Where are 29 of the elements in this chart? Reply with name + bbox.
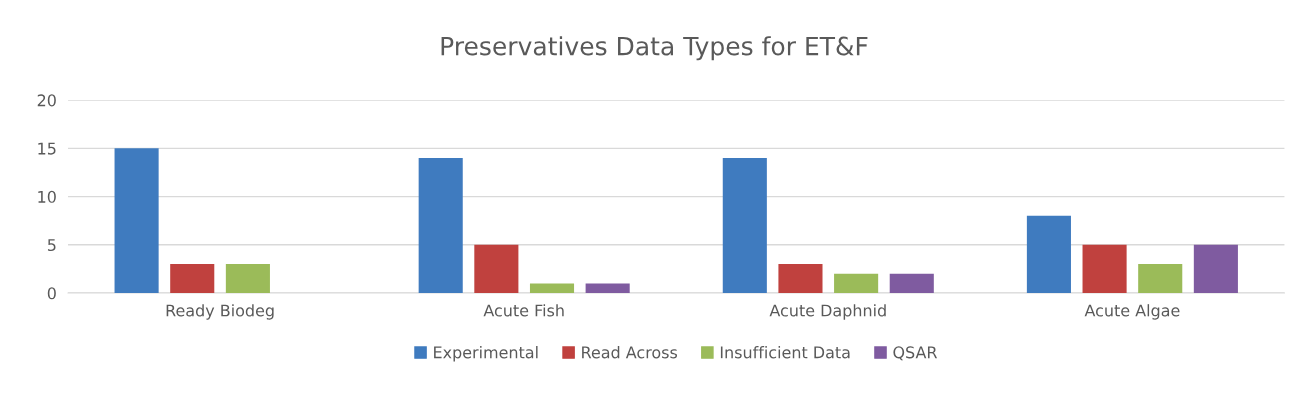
- y-tick-label: 10: [38, 190, 56, 203]
- x-tick-label: Ready Biodeg: [166, 304, 274, 320]
- bar: [474, 244, 519, 294]
- legend-label: Read Across: [582, 346, 678, 359]
- bar: [114, 148, 159, 294]
- y-tick-label: 0: [47, 287, 56, 300]
- x-tick-label: Acute Algae: [1084, 304, 1180, 320]
- legend-label: QSAR: [893, 346, 938, 361]
- bar: [722, 157, 767, 294]
- bar: [585, 283, 630, 294]
- x-tick-label: Acute Fish: [483, 304, 564, 317]
- bar: [529, 283, 575, 294]
- y-tick-label: 20: [37, 94, 56, 107]
- bar: [1026, 215, 1071, 294]
- x-tick-label: Acute Daphnid: [769, 304, 886, 320]
- bar: [1193, 244, 1238, 294]
- bar: [170, 264, 215, 294]
- bar: [225, 264, 270, 294]
- y-tick-label: 5: [47, 239, 56, 252]
- legend-label: Experimental: [434, 346, 538, 362]
- chart-title: Preservatives Data Types for ET&F: [441, 36, 868, 61]
- bar: [889, 273, 934, 294]
- bar: [1138, 264, 1183, 294]
- bar: [418, 157, 463, 294]
- y-tick-label: 15: [38, 142, 56, 155]
- legend-label: Insufficient Data: [720, 346, 850, 359]
- bar: [778, 264, 823, 294]
- bar: [1082, 244, 1127, 294]
- bar: [834, 273, 879, 294]
